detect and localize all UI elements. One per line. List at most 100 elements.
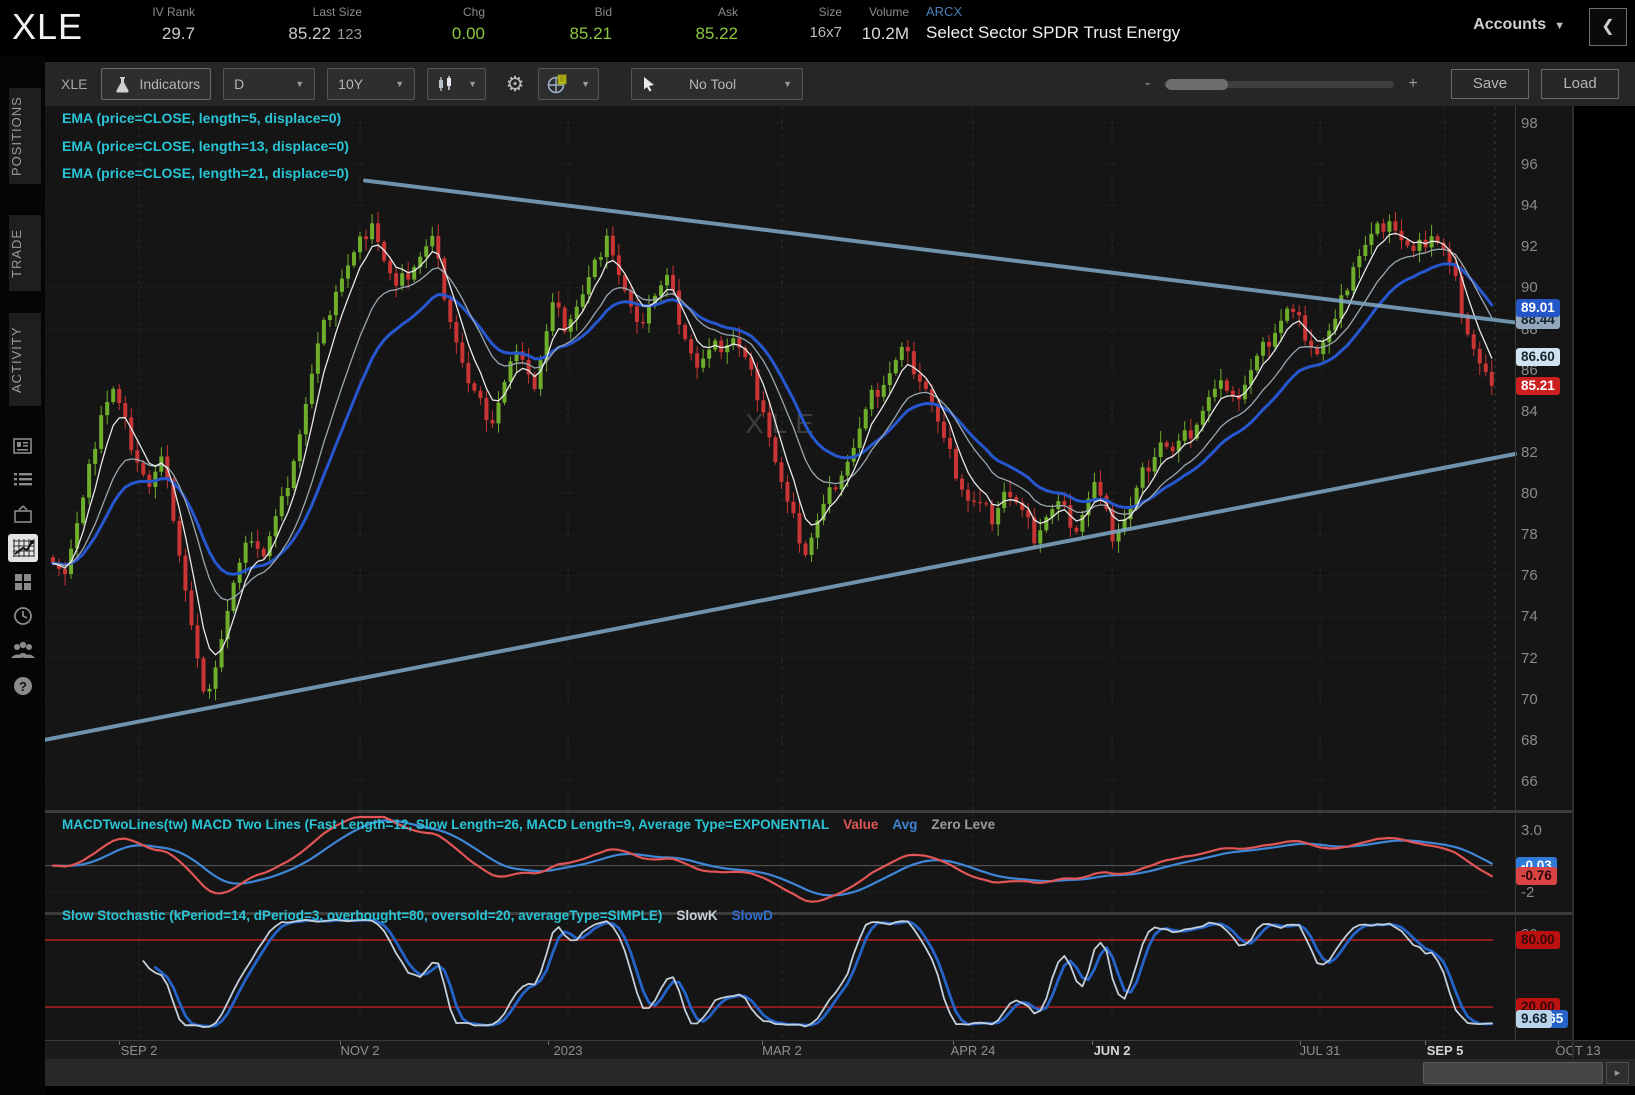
accounts-menu[interactable]: Accounts ▼ bbox=[1473, 16, 1565, 33]
chart-tool-icon-active[interactable] bbox=[8, 534, 38, 562]
axis-value-bubble: 85.21 bbox=[1516, 376, 1560, 395]
chevron-down-icon: ▼ bbox=[468, 79, 478, 89]
header-bar: XLE IV Rank 29.7 Last Size 85.22 123 Chg … bbox=[0, 0, 1635, 56]
zoom-slider-thumb[interactable] bbox=[1166, 78, 1229, 90]
left-sidebar: POSITIONS TRADE ACTIVITY ? bbox=[0, 56, 45, 1095]
history-clock-icon[interactable] bbox=[8, 602, 38, 630]
pane-separator[interactable] bbox=[45, 912, 1572, 915]
chart-grid-dropdown[interactable]: ▼ bbox=[538, 68, 600, 100]
axis-value-bubble: 89.01 bbox=[1516, 298, 1560, 317]
field-bid: Bid 85.21 bbox=[569, 5, 612, 43]
indicators-button[interactable]: Indicators bbox=[101, 68, 212, 100]
company-name: Select Sector SPDR Trust Energy bbox=[926, 23, 1181, 42]
sidebar-tab-activity[interactable]: ACTIVITY bbox=[9, 313, 41, 406]
time-axis-label: JUL 31 bbox=[1299, 1043, 1341, 1058]
candlestick-icon bbox=[439, 76, 452, 91]
price-tick-label: 70 bbox=[1521, 690, 1538, 708]
field-ask: Ask 85.22 bbox=[695, 5, 738, 43]
drawing-tool-dropdown[interactable]: No Tool ▼ bbox=[631, 68, 804, 100]
time-axis-tick bbox=[1092, 1041, 1093, 1045]
stoch-legend-slowd: SlowD bbox=[731, 908, 773, 923]
news-icon[interactable] bbox=[8, 432, 38, 460]
time-axis-tick bbox=[953, 1041, 954, 1045]
toolbar-symbol-label: XLE bbox=[61, 76, 88, 92]
zoom-slider[interactable] bbox=[1164, 78, 1395, 90]
collapse-panel-button[interactable]: ❮ bbox=[1589, 8, 1627, 46]
scroll-right-button[interactable]: ▸ bbox=[1606, 1062, 1629, 1084]
time-axis-tick bbox=[119, 1041, 120, 1045]
price-tick-label: 90 bbox=[1521, 279, 1538, 297]
zoom-control: - + bbox=[1145, 62, 1418, 106]
price-tick-label: 92 bbox=[1521, 238, 1538, 256]
price-tick-label: 82 bbox=[1521, 443, 1538, 461]
field-size: Size 16x7 bbox=[809, 5, 842, 41]
timeframe-dropdown[interactable]: D ▼ bbox=[223, 68, 316, 100]
time-axis-label: NOV 2 bbox=[340, 1043, 380, 1058]
time-axis-tick bbox=[1558, 1041, 1559, 1045]
chevron-down-icon: ▼ bbox=[581, 79, 591, 89]
exchange-label: ARCX bbox=[926, 4, 963, 19]
time-axis-label: JUN 2 bbox=[1093, 1043, 1131, 1058]
macd-axis-label: 3.0 bbox=[1521, 822, 1542, 839]
field-chg: Chg 0.00 bbox=[451, 5, 485, 43]
instrument-description: ARCX Select Sector SPDR Trust Energy bbox=[926, 4, 1180, 43]
chevron-down-icon: ▼ bbox=[295, 79, 305, 89]
symbol-title: XLE bbox=[12, 6, 84, 47]
price-tick-label: 84 bbox=[1521, 402, 1538, 420]
price-tick-label: 80 bbox=[1521, 485, 1538, 503]
chart-settings-button[interactable]: ⚙ bbox=[498, 69, 532, 99]
axis-value-bubble: -0.76 bbox=[1516, 866, 1557, 885]
vertical-splitter[interactable] bbox=[1572, 106, 1574, 1058]
macd-legend-value: Value bbox=[843, 817, 879, 832]
ema-study-label: EMA (price=CLOSE, length=5, displace=0) bbox=[62, 110, 342, 126]
price-tick-label: 66 bbox=[1521, 772, 1538, 790]
svg-text:?: ? bbox=[19, 679, 27, 694]
load-button[interactable]: Load bbox=[1541, 69, 1619, 99]
range-dropdown[interactable]: 10Y ▼ bbox=[327, 68, 416, 100]
time-axis-tick bbox=[548, 1041, 549, 1045]
time-axis-label: OCT 13 bbox=[1555, 1043, 1601, 1058]
price-tick-label: 78 bbox=[1521, 526, 1538, 544]
field-last-size: Last Size 85.22 123 bbox=[288, 5, 362, 43]
time-axis[interactable]: SEP 2 NOV 2 2023 MAR 2 APR 24 JUN 2 JUL 31 SEP … bbox=[45, 1040, 1635, 1059]
time-axis-tick bbox=[762, 1041, 763, 1045]
macd-legend-zero: Zero Leve bbox=[931, 817, 996, 832]
scrollbar-thumb[interactable] bbox=[1423, 1062, 1603, 1084]
macd-pane[interactable] bbox=[45, 813, 1572, 912]
gear-icon: ⚙ bbox=[505, 72, 525, 96]
price-tick-label: 68 bbox=[1521, 731, 1538, 749]
chevron-down-icon: ▼ bbox=[783, 79, 792, 89]
time-axis-tick bbox=[1425, 1041, 1426, 1045]
sidebar-tab-positions[interactable]: POSITIONS bbox=[9, 88, 41, 184]
time-axis-tick bbox=[1300, 1041, 1301, 1045]
price-tick-label: 96 bbox=[1521, 156, 1538, 174]
watchlist-icon[interactable] bbox=[8, 466, 38, 494]
field-iv-rank: IV Rank 29.7 bbox=[152, 5, 195, 43]
flask-icon bbox=[116, 77, 130, 93]
axis-value-bubble: 9.68 bbox=[1516, 1009, 1553, 1028]
grid-layout-icon[interactable] bbox=[8, 568, 38, 596]
price-tick-label: 94 bbox=[1521, 197, 1538, 215]
help-icon[interactable]: ? bbox=[8, 672, 38, 700]
community-people-icon[interactable] bbox=[8, 636, 38, 664]
zoom-out-icon[interactable]: - bbox=[1145, 75, 1151, 92]
pane-separator[interactable] bbox=[45, 810, 1572, 813]
time-axis-label: SEP 2 bbox=[120, 1043, 158, 1058]
time-axis-label: 2023 bbox=[553, 1043, 583, 1058]
tv-icon[interactable] bbox=[8, 500, 38, 528]
save-button[interactable]: Save bbox=[1451, 69, 1529, 99]
chart-type-dropdown[interactable]: ▼ bbox=[427, 68, 487, 100]
price-axis-border bbox=[1515, 106, 1516, 1040]
macd-axis-label: -2 bbox=[1521, 884, 1535, 901]
price-tick-label: 76 bbox=[1521, 567, 1538, 585]
scroll-right-icon: ▸ bbox=[1614, 1067, 1621, 1079]
macd-study-label: MACDTwoLines(tw) MACD Two Lines (Fast Le… bbox=[62, 817, 996, 832]
stochastic-study-label: Slow Stochastic (kPeriod=14, dPeriod=3, … bbox=[62, 908, 773, 923]
stochastic-pane[interactable] bbox=[45, 915, 1572, 1040]
horizontal-scrollbar[interactable]: ◂ ▸ bbox=[0, 1058, 1635, 1086]
sidebar-tab-trade[interactable]: TRADE bbox=[9, 215, 41, 291]
zoom-in-icon[interactable]: + bbox=[1408, 75, 1418, 92]
field-volume: Volume 10.2M bbox=[861, 5, 909, 43]
